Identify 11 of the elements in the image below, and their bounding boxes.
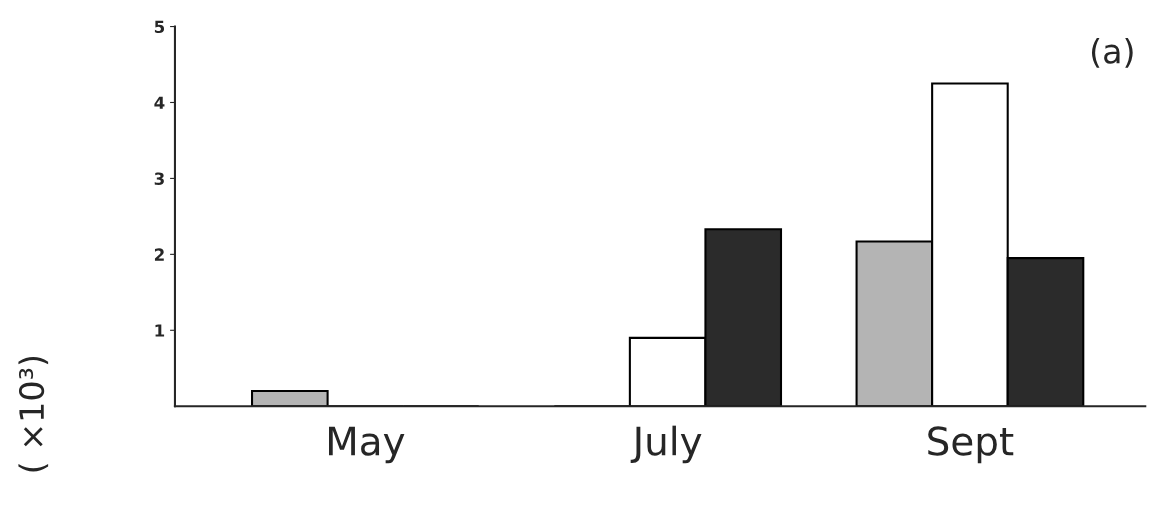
y-tick-label: 3 bbox=[154, 172, 164, 185]
x-tick-label: July bbox=[630, 425, 702, 464]
y-tick-label: 1 bbox=[155, 324, 165, 337]
y-tick-label: 5 bbox=[154, 20, 165, 34]
y-tick-label: 4 bbox=[154, 96, 165, 109]
y-tick-label: 2 bbox=[154, 248, 164, 261]
x-tick-label: May bbox=[329, 426, 405, 464]
x-tick-label: Sept bbox=[928, 426, 1014, 464]
annotation: (a) bbox=[1091, 37, 1133, 68]
bar bbox=[250, 389, 329, 407]
y-axis-title: ( ×10³) bbox=[18, 356, 49, 472]
